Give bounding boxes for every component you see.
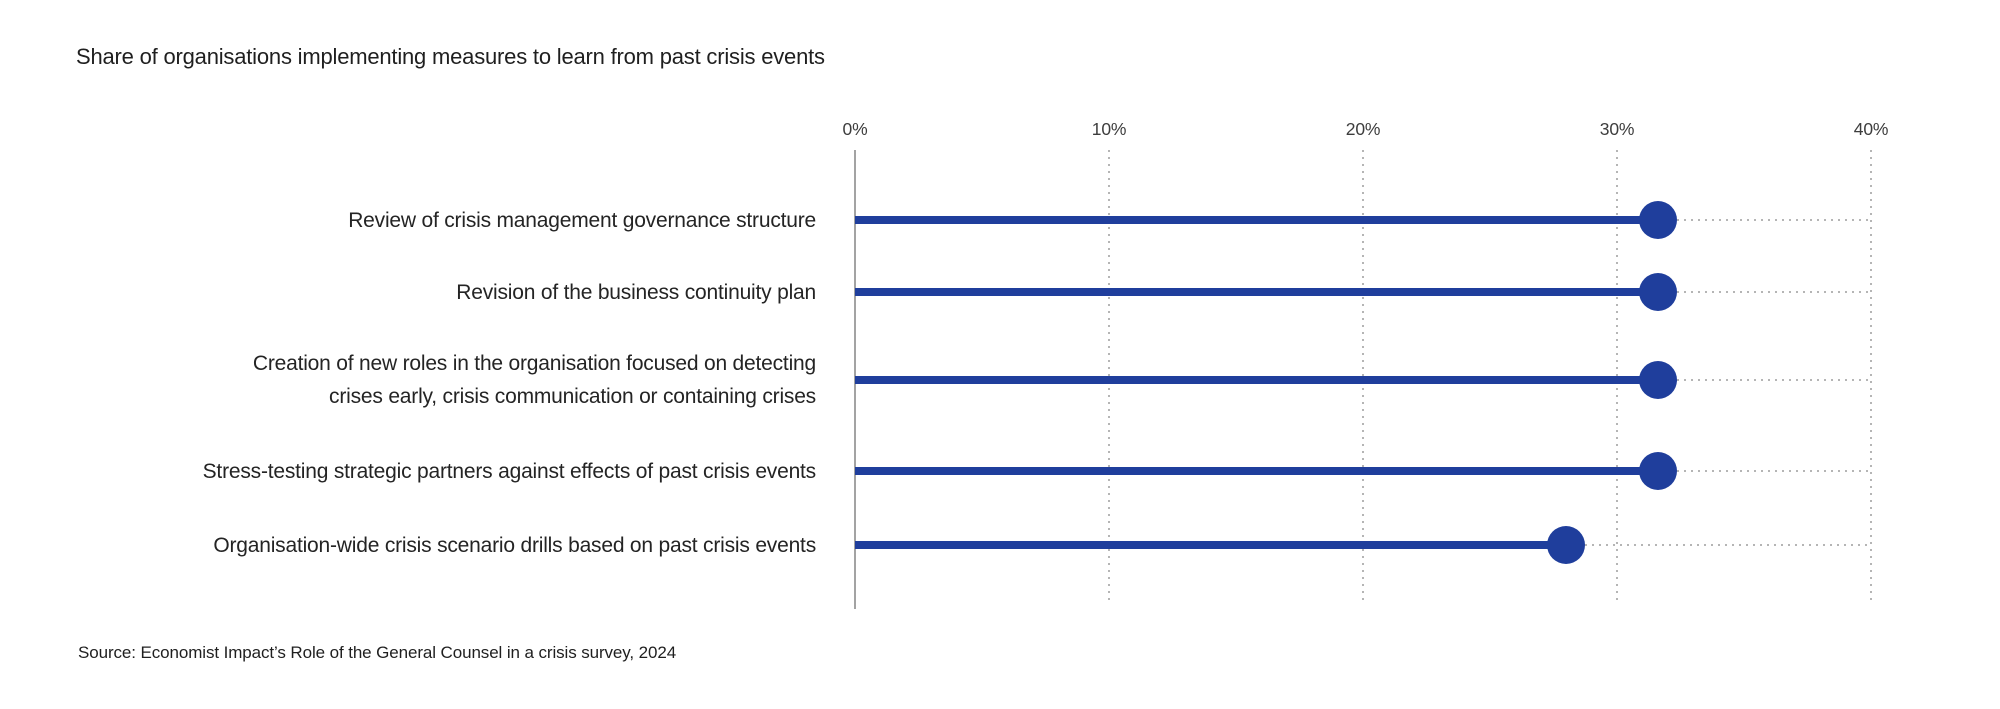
leader-dotted-line	[1676, 291, 1871, 293]
x-axis-tick-label: 0%	[842, 119, 868, 139]
category-label: Stress-testing strategic partners agains…	[56, 426, 817, 516]
lollipop-dot	[1547, 526, 1586, 564]
category-label-line: crises early, crisis communication or co…	[329, 385, 816, 408]
chart-title: Share of organisations implementing meas…	[76, 44, 825, 69]
category-label-line: Review of crisis management governance s…	[348, 208, 816, 232]
lollipop-dot	[1638, 361, 1677, 399]
lollipop-stem	[855, 467, 1658, 475]
category-label: Organisation-wide crisis scenario drills…	[56, 500, 816, 590]
category-label-line: Creation of new roles in the organisatio…	[252, 352, 816, 375]
category-label: Revision of the business continuity plan	[56, 247, 816, 337]
lollipop-stem	[855, 216, 1658, 224]
x-axis-tick-label: 20%	[1345, 119, 1381, 139]
leader-dotted-line	[1676, 379, 1871, 381]
x-axis-tick-label: 30%	[1599, 119, 1635, 139]
lollipop-dot	[1638, 452, 1677, 490]
leader-dotted-line	[1585, 544, 1871, 546]
category-label: Review of crisis management governance s…	[56, 175, 816, 265]
category-label-line: Stress-testing strategic partners agains…	[202, 459, 817, 483]
category-label-line: Organisation-wide crisis scenario drills…	[213, 533, 816, 557]
lollipop-dot	[1638, 201, 1677, 239]
x-axis-tick-label: 10%	[1091, 119, 1127, 139]
lollipop-stem	[855, 376, 1658, 384]
x-gridline	[1870, 150, 1872, 605]
x-axis-tick-label: 40%	[1853, 119, 1889, 139]
leader-dotted-line	[1676, 470, 1871, 472]
category-label-line: Revision of the business continuity plan	[456, 280, 816, 304]
category-label: Creation of new roles in the organisatio…	[56, 335, 816, 425]
lollipop-stem	[855, 541, 1567, 549]
lollipop-stem	[855, 288, 1658, 296]
lollipop-dot	[1638, 273, 1677, 311]
leader-dotted-line	[1676, 219, 1871, 221]
source-note: Source: Economist Impact’s Role of the G…	[78, 643, 677, 662]
